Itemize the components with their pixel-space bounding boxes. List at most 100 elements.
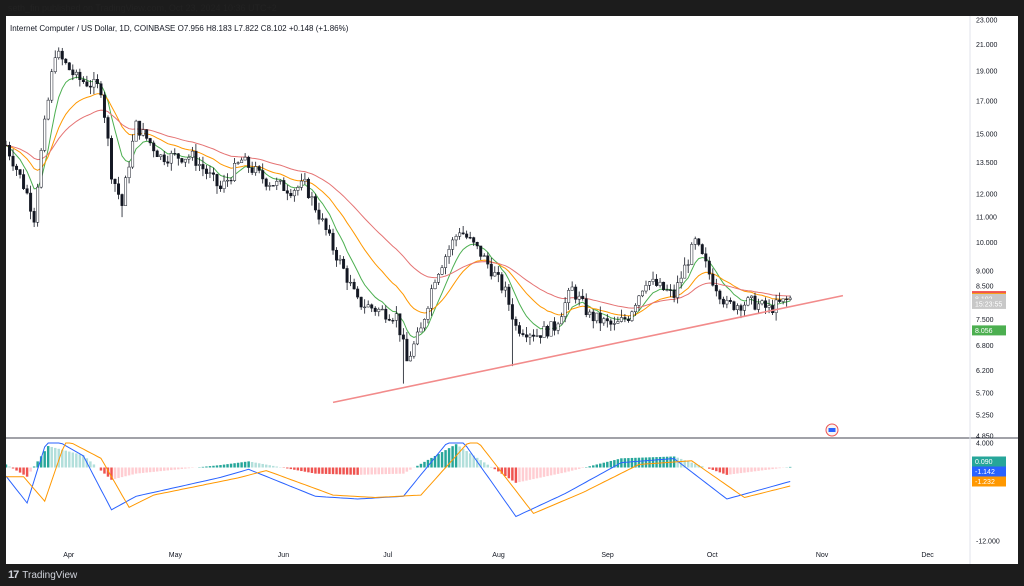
macd-histogram-bar [609, 460, 613, 468]
y-tick-label: 12.000 [976, 191, 998, 198]
footer-bar: 17 TradingView [0, 564, 1024, 586]
macd-histogram-bar [627, 458, 630, 468]
macd-histogram-bar [208, 466, 212, 468]
macd-histogram-bar [701, 466, 704, 468]
macd-histogram-bar [370, 467, 373, 475]
macd-histogram-bar [648, 457, 651, 468]
macd-histogram-bar [342, 467, 345, 475]
candle-body [440, 267, 444, 275]
y-tick-label: 17.000 [976, 98, 998, 105]
macd-histogram-bar [243, 461, 247, 468]
candle-body [11, 155, 15, 167]
y-tick-label: 4.850 [976, 434, 994, 441]
macd-histogram-bar [236, 462, 240, 468]
candle-body [503, 286, 507, 291]
macd-histogram-bar [746, 467, 750, 473]
macd-tick-label: -12.000 [976, 539, 1000, 546]
candle-body [500, 274, 504, 291]
macd-histogram-bar [264, 464, 268, 468]
candle-body [169, 153, 173, 164]
candle-body [735, 305, 739, 310]
macd-histogram-bar [556, 467, 560, 474]
macd-histogram-bar [778, 467, 781, 469]
macd-histogram-bar [124, 467, 127, 477]
macd-histogram-bar [521, 467, 525, 482]
tradingview-logo[interactable]: 17 TradingView [8, 569, 77, 581]
candle-body [764, 300, 768, 308]
candle-body [282, 180, 286, 191]
macd-histogram-bar [588, 466, 591, 468]
macd-histogram-bar [381, 467, 384, 475]
macd-histogram-bar [215, 465, 219, 468]
macd-histogram-bar [553, 467, 556, 475]
candle-body [53, 57, 57, 72]
candle-body [539, 335, 542, 338]
candle-body [310, 196, 314, 199]
candle-body [370, 304, 374, 309]
candle-body [134, 120, 138, 142]
macd-histogram-bar [542, 467, 546, 477]
macd-histogram-bar [722, 467, 725, 474]
candle-body [644, 285, 648, 292]
candle-body [183, 158, 187, 163]
x-tick-label: Nov [816, 552, 829, 559]
candle-body [739, 305, 743, 311]
candle-body [384, 308, 388, 320]
candle-body [482, 255, 486, 257]
candle-body [493, 272, 497, 277]
macd-histogram-bar [22, 467, 25, 475]
candle-body [127, 166, 131, 178]
candle-body [102, 94, 106, 118]
macd-histogram-bar [479, 460, 482, 468]
macd-histogram-bar [658, 456, 662, 468]
macd-histogram-bar [613, 460, 616, 468]
macd-histogram-bar [398, 467, 402, 474]
candle-body [176, 153, 180, 159]
candle-body [60, 50, 64, 60]
candle-body [201, 164, 205, 170]
candle-body [394, 313, 398, 321]
candle-body [683, 264, 687, 279]
candle-body [788, 297, 792, 300]
candle-body [419, 327, 423, 333]
candle-body [148, 138, 152, 144]
macd-histogram-bar [155, 467, 159, 472]
candle-body [25, 188, 29, 194]
candle-body [317, 209, 321, 220]
macd-histogram-bar [6, 464, 8, 468]
macd-histogram-bar [250, 462, 254, 468]
candle-body [387, 318, 391, 321]
symbol-info[interactable]: Internet Computer / US Dollar, 1D, COINB… [10, 24, 349, 33]
macd-histogram-bar [261, 463, 264, 468]
macd-histogram-bar [532, 467, 535, 480]
candle-body [595, 312, 599, 322]
chart-canvas[interactable]: 23.000 21.000 19.000 17.000 15.000 13.500 12.0… [6, 16, 1018, 564]
macd-histogram-bar [774, 467, 778, 469]
candle-body [85, 81, 89, 87]
macd-histogram-bar [402, 467, 405, 474]
x-tick-label: May [169, 552, 183, 559]
macd-histogram-bar [486, 464, 489, 468]
macd-histogram-bar [574, 467, 577, 470]
candle-body [451, 239, 455, 250]
candle-body [106, 117, 110, 139]
macd-histogram-bar [317, 467, 321, 474]
macd-histogram-bar [32, 466, 36, 468]
candle-body [247, 156, 251, 168]
candle-body [380, 308, 384, 311]
candle-body [714, 285, 718, 292]
candle-body [517, 325, 521, 334]
macd-histogram-bar [750, 467, 753, 472]
candle-body [43, 118, 47, 151]
candle-body [398, 313, 402, 336]
macd-histogram-bar [131, 467, 134, 475]
candle-body [605, 318, 609, 322]
candle-body [669, 289, 673, 291]
candle-body [553, 321, 557, 331]
macd-histogram-bar [82, 455, 85, 468]
candle-body [774, 299, 778, 313]
candle-body [71, 69, 75, 76]
macd-histogram-bar [623, 458, 627, 468]
support-trendline [332, 294, 844, 404]
macd-histogram-bar [331, 467, 335, 475]
